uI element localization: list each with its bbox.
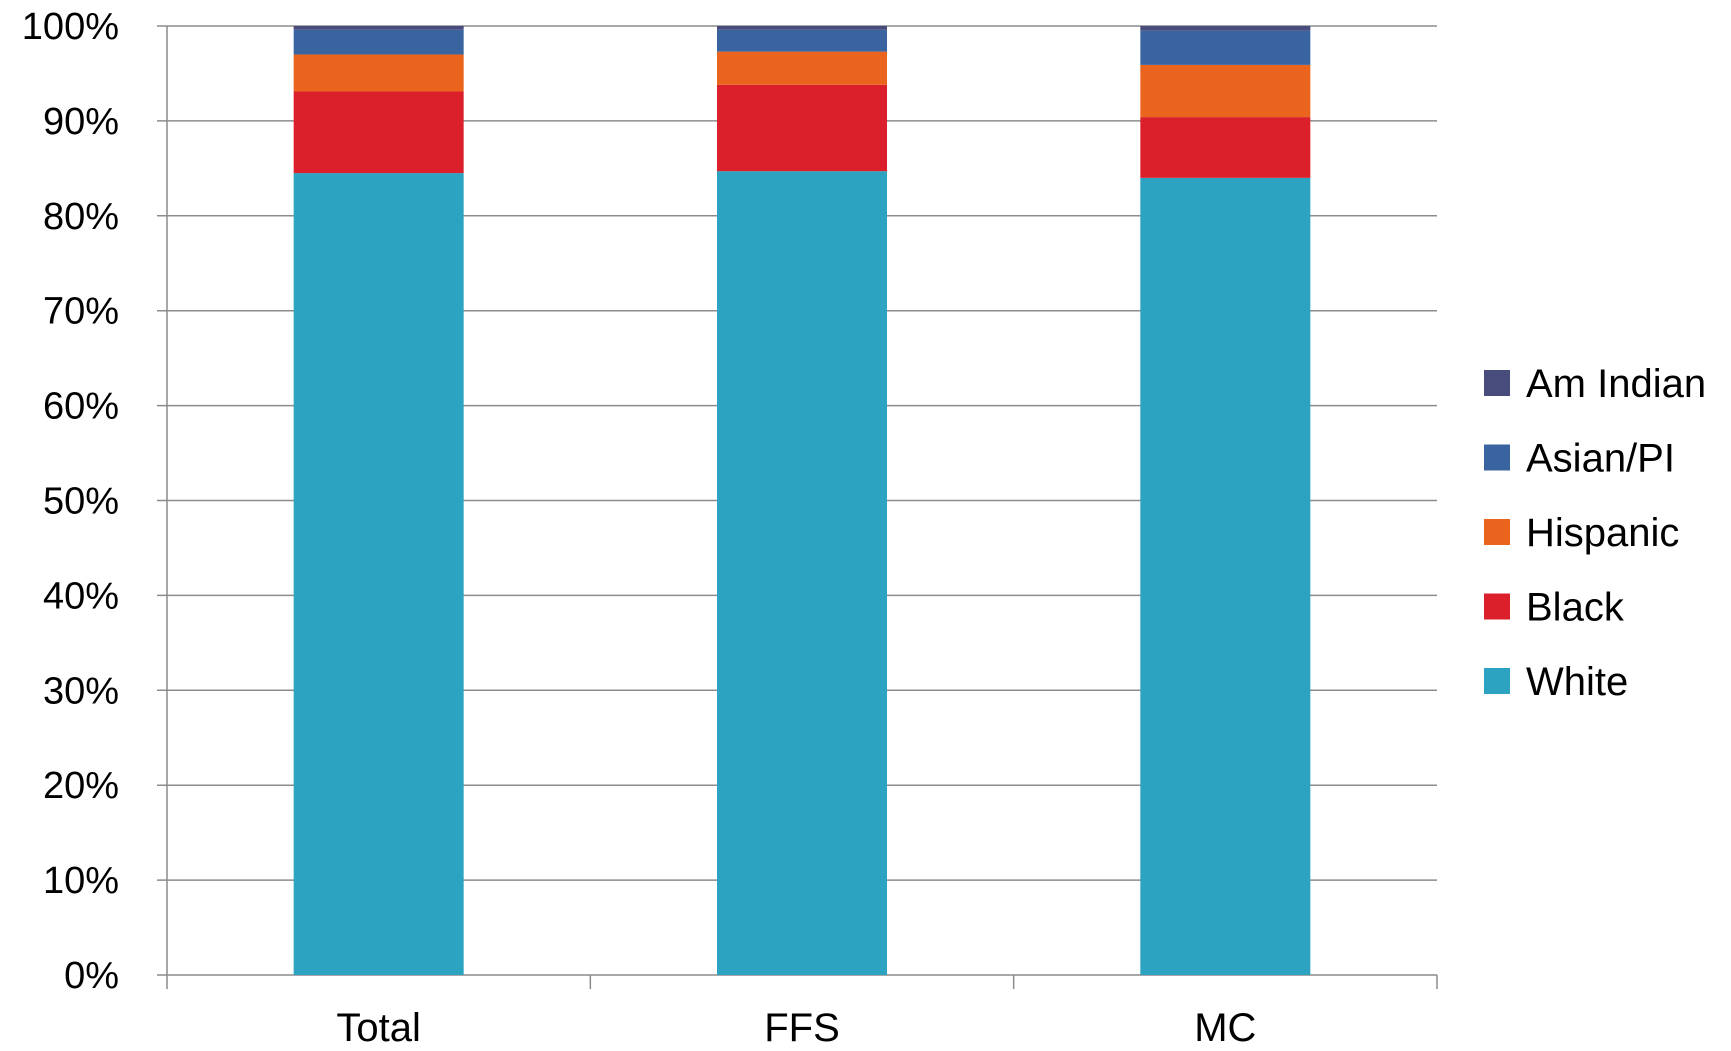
bar-mc-hispanic — [1140, 64, 1311, 118]
bar-ffs-am-indian — [717, 26, 887, 30]
legend-swatch — [1484, 370, 1510, 396]
x-tick-label: Total — [336, 1006, 421, 1046]
y-tick-label: 40% — [43, 575, 119, 617]
bar-total-am-indian — [293, 26, 464, 30]
bar-mc-asian-pi — [1140, 30, 1311, 65]
y-tick-label: 0% — [64, 955, 119, 997]
bar-total-white — [293, 173, 464, 976]
legend-item-black: Black — [1484, 586, 1625, 630]
x-tick-label: FFS — [764, 1006, 840, 1046]
bar-ffs-white — [717, 171, 887, 975]
legend-item-am-indian: Am Indian — [1484, 362, 1706, 406]
bar-ffs-black — [717, 84, 887, 172]
bar-ffs-asian-pi — [717, 29, 887, 52]
y-tick-label: 30% — [43, 670, 119, 712]
y-tick-label: 60% — [43, 386, 119, 428]
legend-label: Asian/PI — [1526, 437, 1675, 481]
legend-swatch — [1484, 519, 1510, 545]
bar-total-black — [293, 91, 464, 174]
legend-label: Am Indian — [1526, 362, 1706, 406]
legend-swatch — [1484, 593, 1510, 620]
legend-label: Black — [1526, 586, 1625, 630]
bars — [293, 26, 1311, 976]
bar-mc-black — [1140, 117, 1311, 178]
y-tick-label: 100% — [22, 6, 119, 48]
bar-total-hispanic — [293, 54, 464, 92]
y-tick-label: 50% — [43, 481, 119, 523]
bar-mc-white — [1140, 177, 1311, 976]
legend-item-white: White — [1484, 660, 1628, 704]
bar-total-asian-pi — [293, 29, 464, 55]
legend-swatch — [1484, 444, 1510, 471]
legend: Am Indian Asian/PI Hispanic Black White — [1484, 362, 1706, 704]
y-tick-label: 10% — [43, 860, 119, 902]
legend-swatch — [1484, 668, 1510, 694]
bar-ffs-hispanic — [717, 51, 887, 85]
y-tick-label: 80% — [43, 196, 119, 238]
y-tick-label: 90% — [43, 101, 119, 143]
legend-item-hispanic: Hispanic — [1484, 511, 1679, 555]
axes: 0% 10% 20% 30% 40% 50% 60% 70% 80% 90% 100% Total FF… — [22, 6, 1438, 1050]
y-tick-label: 70% — [43, 291, 119, 333]
y-tick-label: 20% — [43, 765, 119, 807]
legend-label: White — [1526, 660, 1628, 704]
bar-mc-am-indian — [1140, 26, 1311, 31]
x-tick-label: MC — [1194, 1006, 1256, 1046]
legend-label: Hispanic — [1526, 511, 1679, 555]
legend-item-asian-pi: Asian/PI — [1484, 437, 1675, 481]
